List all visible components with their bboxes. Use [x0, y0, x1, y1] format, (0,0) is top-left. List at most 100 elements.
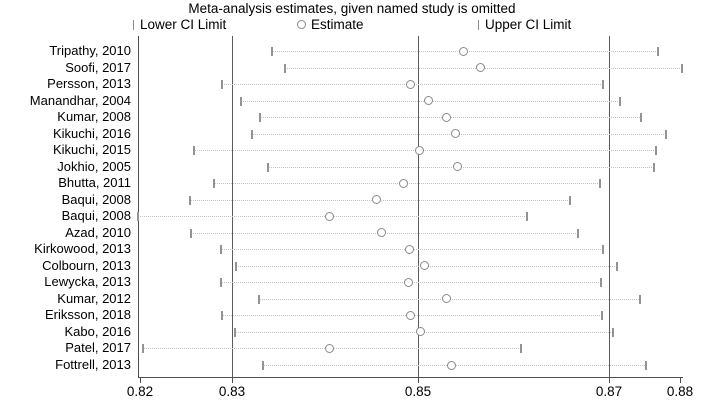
legend-item-upper-ci: Upper CI Limit — [478, 17, 571, 32]
upper-ci-tick — [619, 97, 621, 106]
upper-ci-tick — [569, 196, 571, 205]
x-axis-tick — [609, 378, 610, 383]
legend-label-estimate: Estimate — [311, 17, 364, 32]
lower-ci-tick — [193, 146, 195, 155]
x-axis-tick — [418, 378, 419, 383]
lower-ci-tick — [220, 278, 222, 287]
chart-title: Meta-analysis estimates, given named stu… — [188, 1, 516, 16]
upper-ci-tick — [602, 245, 604, 254]
lower-ci-tick — [221, 80, 223, 89]
upper-ci-tick — [600, 278, 602, 287]
upper-ci-tick — [655, 146, 657, 155]
study-label: Kumar, 2008 — [57, 109, 131, 124]
ci-line — [194, 150, 656, 151]
study-label: Manandhar, 2004 — [29, 93, 131, 108]
ci-line — [260, 117, 642, 118]
upper-ci-tick — [526, 212, 528, 221]
x-axis-tick-label: 0.88 — [666, 384, 694, 399]
legend-label-upper-ci: Upper CI Limit — [485, 17, 572, 32]
upper-ci-tick — [639, 295, 641, 304]
upper-ci-tick — [653, 163, 655, 172]
study-label: Jokhio, 2005 — [57, 159, 131, 174]
reference-line-0 — [232, 36, 233, 377]
reference-line-2 — [609, 36, 610, 377]
lower-ci-tick — [262, 361, 264, 370]
upper-ci-tick-icon — [478, 19, 479, 30]
x-axis-tick-label: 0.85 — [404, 384, 432, 399]
upper-ci-tick — [616, 262, 618, 271]
lower-ci-tick — [267, 163, 269, 172]
x-axis-tick-label: 0.87 — [595, 384, 623, 399]
estimate-marker — [406, 311, 415, 320]
lower-ci-tick — [221, 311, 223, 320]
estimate-marker — [325, 212, 334, 221]
lower-ci-tick — [234, 328, 236, 337]
upper-ci-tick — [520, 344, 522, 353]
study-label: Bhutta, 2011 — [58, 175, 131, 190]
legend-item-lower-ci: Lower CI Limit — [133, 17, 226, 32]
study-label: Tripathy, 2010 — [49, 43, 131, 58]
lower-ci-tick — [213, 179, 215, 188]
lower-ci-tick — [190, 229, 192, 238]
estimate-marker — [442, 294, 451, 303]
estimate-marker — [377, 228, 386, 237]
lower-ci-tick — [137, 212, 139, 221]
study-label: Soofi, 2017 — [65, 60, 131, 75]
study-label: Persson, 2013 — [47, 76, 131, 91]
upper-ci-tick — [645, 361, 647, 370]
lower-ci-tick — [189, 196, 191, 205]
upper-ci-tick — [665, 130, 667, 139]
x-axis-line — [138, 377, 683, 378]
x-axis-tick — [140, 378, 141, 383]
lower-ci-tick — [235, 262, 237, 271]
study-label: Kikuchi, 2016 — [52, 126, 131, 141]
legend-item-estimate: Estimate — [297, 17, 364, 32]
estimate-marker — [476, 63, 485, 72]
x-axis-tick-label: 0.83 — [218, 384, 246, 399]
upper-ci-tick — [599, 179, 601, 188]
study-label: Eriksson, 2018 — [45, 307, 131, 322]
lower-ci-tick — [259, 113, 261, 122]
lower-ci-tick — [251, 130, 253, 139]
estimate-marker — [451, 129, 460, 138]
upper-ci-tick — [602, 80, 604, 89]
estimate-marker — [416, 327, 425, 336]
estimate-marker — [453, 162, 462, 171]
x-axis-tick — [680, 378, 681, 383]
estimate-marker — [399, 179, 408, 188]
study-label: Baqui, 2008 — [61, 192, 131, 207]
upper-ci-tick — [612, 328, 614, 337]
estimate-marker — [415, 146, 424, 155]
study-label: Kabo, 2016 — [64, 324, 131, 339]
lower-ci-tick — [258, 295, 260, 304]
estimate-circle-icon — [297, 20, 306, 29]
upper-ci-tick — [681, 64, 683, 73]
lower-ci-tick — [220, 245, 222, 254]
lower-ci-tick — [240, 97, 242, 106]
estimate-marker — [405, 245, 414, 254]
upper-ci-tick — [657, 47, 659, 56]
study-label: Kikuchi, 2015 — [52, 142, 131, 157]
study-label: Lewycka, 2013 — [44, 274, 131, 289]
upper-ci-tick — [640, 113, 642, 122]
study-label: Fottrell, 2013 — [55, 357, 131, 372]
lower-ci-tick — [142, 344, 144, 353]
lower-ci-tick — [271, 47, 273, 56]
x-axis-tick-label: 0.82 — [126, 384, 154, 399]
study-label: Baqui, 2008 — [61, 208, 131, 223]
estimate-marker — [424, 96, 433, 105]
estimate-marker — [372, 195, 381, 204]
study-label: Kirkowood, 2013 — [34, 241, 131, 256]
estimate-marker — [420, 261, 429, 270]
x-axis-tick — [232, 378, 233, 383]
estimate-marker — [325, 344, 334, 353]
study-label: Azad, 2010 — [65, 225, 131, 240]
estimate-marker — [459, 47, 468, 56]
upper-ci-tick — [577, 229, 579, 238]
estimate-marker — [406, 80, 415, 89]
study-label: Colbourn, 2013 — [42, 258, 131, 273]
upper-ci-tick — [601, 311, 603, 320]
legend-label-lower-ci: Lower CI Limit — [140, 17, 227, 32]
lower-ci-tick — [284, 64, 286, 73]
